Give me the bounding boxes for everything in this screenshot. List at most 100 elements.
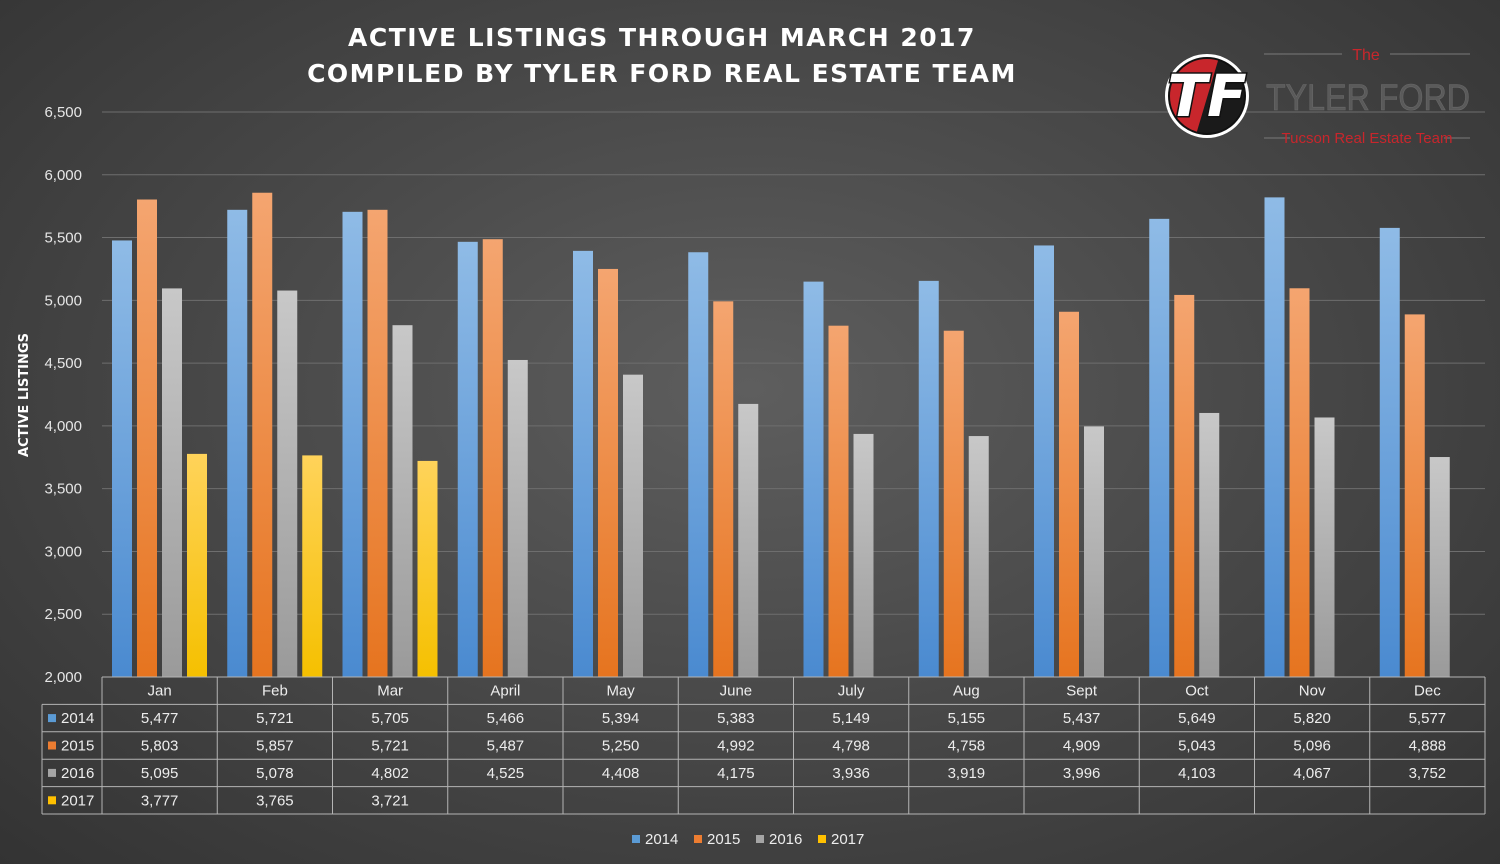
- table-cell-value: 5,466: [487, 710, 525, 727]
- table-cell-value: 3,996: [1063, 765, 1101, 782]
- bar-2014-feb: [227, 209, 248, 677]
- logo-subtitle: Tucson Real Estate Team: [1282, 130, 1453, 147]
- table-series-swatch: [48, 714, 56, 723]
- table-cell-value: 3,752: [1409, 765, 1447, 782]
- bar-2014-sept: [1034, 245, 1054, 677]
- category-label: Mar: [377, 683, 403, 700]
- table-cell-value: 5,803: [141, 738, 179, 755]
- y-tick-label: 2,000: [44, 669, 82, 686]
- y-tick-label: 5,500: [44, 230, 82, 247]
- table-series-name: 2014: [61, 710, 94, 727]
- bar-2015-nov: [1289, 288, 1310, 677]
- bar-2014-dec: [1379, 227, 1400, 678]
- bar-2015-april: [482, 239, 503, 677]
- table-cell-value: 5,577: [1409, 710, 1447, 727]
- bar-2015-jan: [137, 199, 157, 678]
- bar-2017-feb: [302, 455, 323, 677]
- y-tick-label: 6,000: [44, 167, 82, 184]
- table-series-name: 2017: [61, 792, 94, 809]
- category-label: July: [838, 683, 865, 700]
- table-cell-value: 3,919: [948, 765, 986, 782]
- table-cell-value: 5,043: [1178, 738, 1216, 755]
- table-cell-value: 5,078: [256, 765, 294, 782]
- category-label: Sept: [1066, 683, 1098, 700]
- y-axis-label: ACTIVE LISTINGS: [17, 333, 32, 457]
- table-cell-value: 3,765: [256, 792, 294, 809]
- legend-swatch: [694, 835, 702, 843]
- bar-2016-jan: [162, 288, 182, 677]
- table-cell-value: 5,487: [487, 738, 525, 755]
- table-cell-value: 3,936: [832, 765, 870, 782]
- table-cell-value: 5,095: [141, 765, 179, 782]
- category-label: Aug: [953, 683, 980, 700]
- bar-2016-may: [623, 374, 643, 677]
- table-cell-value: 5,721: [371, 738, 409, 755]
- table-cell-value: 5,820: [1293, 710, 1331, 727]
- table-cell-value: 5,155: [948, 710, 986, 727]
- table-series-name: 2016: [61, 765, 94, 782]
- y-axis-ticks: 2,000 2,500 3,000 3,500 4,000 4,500 5,000 5,500…: [44, 104, 82, 686]
- category-label: May: [606, 683, 635, 700]
- bar-2015-feb: [252, 192, 273, 677]
- legend: 2014 2015 2016 2017: [632, 831, 864, 848]
- table-cell-value: 4,992: [717, 738, 755, 755]
- table-cell-value: 4,888: [1409, 738, 1447, 755]
- y-tick-label: 2,500: [44, 606, 82, 623]
- y-tick-label: 4,500: [44, 355, 82, 372]
- bar-2014-june: [688, 252, 709, 678]
- bar-2014-aug: [918, 280, 939, 677]
- bar-2016-july: [853, 433, 874, 677]
- table-cell-value: 4,525: [487, 765, 525, 782]
- bar-2015-june: [713, 301, 734, 677]
- table-cell-value: 4,802: [371, 765, 409, 782]
- bar-2016-feb: [277, 290, 298, 677]
- bar-2015-oct: [1174, 294, 1195, 677]
- legend-label: 2014: [645, 831, 678, 848]
- table-series-name: 2015: [61, 738, 94, 755]
- bar-2015-aug: [943, 330, 964, 677]
- legend-swatch: [756, 835, 764, 843]
- bar-2014-oct: [1149, 218, 1170, 677]
- logo-the: The: [1352, 47, 1380, 64]
- legend-swatch: [632, 835, 640, 843]
- bar-2014-jan: [112, 240, 132, 677]
- bar-2016-sept: [1084, 426, 1104, 677]
- table-cell-value: 4,758: [948, 738, 986, 755]
- y-tick-label: 5,000: [44, 292, 82, 309]
- table-cell-value: 5,649: [1178, 710, 1216, 727]
- bar-2017-mar: [417, 460, 438, 677]
- table-series-swatch: [48, 768, 56, 777]
- bar-2015-july: [828, 325, 849, 677]
- table-cell-value: 4,067: [1293, 765, 1331, 782]
- table-cell-value: 4,408: [602, 765, 640, 782]
- data-table: Jan Feb Mar April May June July Aug Sept Oct Nov De…: [41, 676, 1486, 815]
- table-cell-value: 5,250: [602, 738, 640, 755]
- chart-title-line-2: COMPILED BY TYLER FORD REAL ESTATE TEAM: [307, 59, 1017, 88]
- category-label: Nov: [1299, 683, 1326, 700]
- bar-2016-june: [738, 403, 759, 677]
- bar-2016-aug: [968, 436, 989, 677]
- category-label: Dec: [1414, 683, 1441, 700]
- gridlines: [102, 111, 1485, 615]
- legend-label: 2016: [769, 831, 802, 848]
- bar-2015-mar: [367, 209, 388, 677]
- legend-label: 2017: [831, 831, 864, 848]
- bars: [112, 192, 1450, 678]
- table-cell-value: 4,798: [832, 738, 870, 755]
- table-cell-value: 4,909: [1063, 738, 1101, 755]
- table-cell-value: 5,705: [371, 710, 409, 727]
- logo-circle-dark: [1195, 58, 1245, 134]
- y-tick-label: 4,000: [44, 418, 82, 435]
- table-series-swatch: [48, 741, 56, 750]
- bar-2016-mar: [392, 325, 413, 677]
- bar-2014-mar: [342, 211, 363, 678]
- chart-title: ACTIVE LISTINGS THROUGH MARCH 2017 COMPI…: [307, 23, 1017, 88]
- category-label: Feb: [262, 683, 288, 700]
- table-cell-value: 4,103: [1178, 765, 1216, 782]
- bar-2014-nov: [1264, 197, 1285, 677]
- table-cell-value: 5,477: [141, 710, 179, 727]
- table-cell-value: 3,777: [141, 792, 179, 809]
- y-tick-label: 3,500: [44, 481, 82, 498]
- bar-2016-dec: [1429, 457, 1450, 677]
